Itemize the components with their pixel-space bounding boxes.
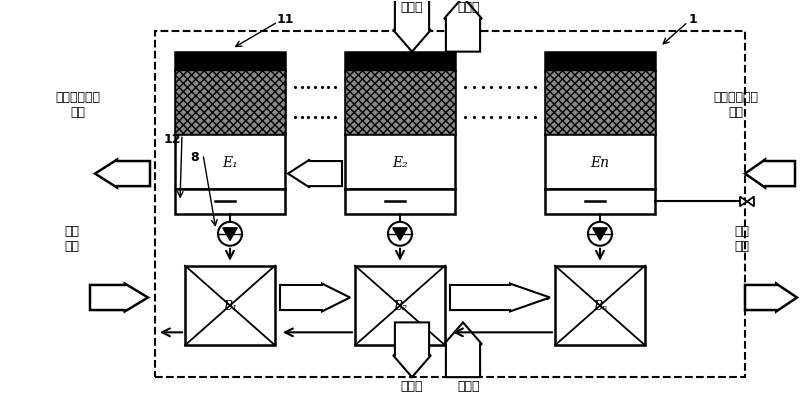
Polygon shape <box>280 284 350 312</box>
Text: 直接蒸发冷却: 直接蒸发冷却 <box>55 91 101 104</box>
Bar <box>155 32 745 377</box>
Bar <box>175 135 285 190</box>
Bar <box>345 70 455 135</box>
Bar <box>345 190 455 214</box>
Text: 11: 11 <box>276 13 294 26</box>
Text: 表冷: 表冷 <box>734 225 750 238</box>
Text: 补入风: 补入风 <box>401 1 423 14</box>
Bar <box>545 190 655 214</box>
Bar <box>175 70 285 135</box>
Text: E₁: E₁ <box>222 155 238 169</box>
Polygon shape <box>444 323 482 377</box>
Text: 8: 8 <box>190 150 199 163</box>
Bar <box>345 53 455 70</box>
Circle shape <box>388 222 412 246</box>
Bar <box>355 266 445 345</box>
Polygon shape <box>393 228 407 241</box>
Polygon shape <box>393 323 431 377</box>
Text: 抽取风: 抽取风 <box>401 379 423 392</box>
Bar <box>555 266 645 345</box>
Bar <box>545 70 655 135</box>
Text: 抽取风: 抽取风 <box>458 1 480 14</box>
Text: En: En <box>590 155 610 169</box>
Text: E₂: E₂ <box>392 155 408 169</box>
Bar <box>545 135 655 190</box>
Polygon shape <box>747 197 754 207</box>
Polygon shape <box>740 197 747 207</box>
Text: 进风: 进风 <box>729 106 743 119</box>
Polygon shape <box>745 284 797 312</box>
Polygon shape <box>95 160 150 188</box>
Bar <box>175 70 285 135</box>
Text: 12: 12 <box>163 132 181 145</box>
Text: B₁: B₁ <box>223 299 237 312</box>
Polygon shape <box>288 160 342 188</box>
Bar <box>345 70 455 135</box>
Text: 进风: 进风 <box>65 240 79 253</box>
Polygon shape <box>444 0 482 53</box>
Polygon shape <box>593 228 607 241</box>
Polygon shape <box>450 284 550 312</box>
Bar <box>345 135 455 190</box>
Circle shape <box>218 222 242 246</box>
Text: 出风: 出风 <box>734 240 750 253</box>
Text: 补入风: 补入风 <box>458 379 480 392</box>
Polygon shape <box>90 284 148 312</box>
Text: 1: 1 <box>689 13 698 26</box>
Bar <box>175 53 285 70</box>
Text: Bₙ: Bₙ <box>593 299 607 312</box>
Bar <box>175 190 285 214</box>
Polygon shape <box>222 228 237 241</box>
Text: 表冷: 表冷 <box>65 225 79 238</box>
Circle shape <box>588 222 612 246</box>
Text: 直接蒸发冷却: 直接蒸发冷却 <box>714 91 758 104</box>
Polygon shape <box>745 160 795 188</box>
Bar <box>545 70 655 135</box>
Bar <box>185 266 275 345</box>
Bar <box>545 53 655 70</box>
Polygon shape <box>393 0 431 53</box>
Text: B₂: B₂ <box>393 299 407 312</box>
Text: 出风: 出风 <box>70 106 86 119</box>
